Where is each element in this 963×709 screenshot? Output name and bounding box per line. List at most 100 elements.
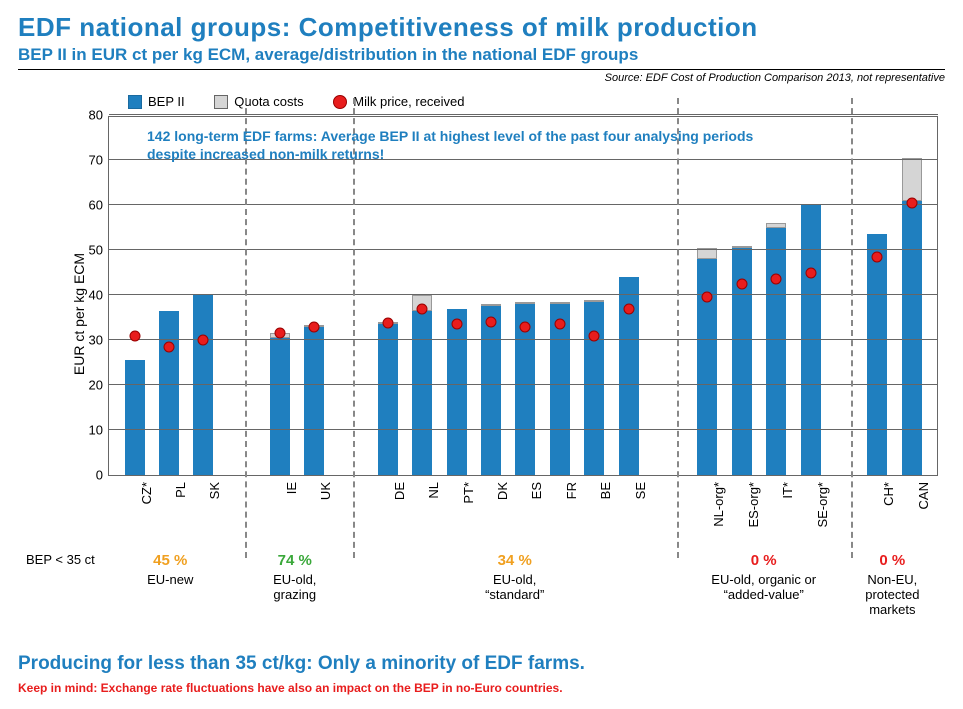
y-tick: 30 (89, 333, 109, 348)
x-labels: CZ* PL SK IE UK DE NL PT* DK ES FR BE SE NL-org* ES-or… (108, 478, 938, 538)
group-pct: 0 % (879, 552, 905, 569)
legend-bep: BEP II (128, 94, 185, 109)
x-tick-label: IT* (780, 482, 795, 499)
x-tick-label: UK (318, 482, 333, 500)
grid-line (109, 114, 938, 115)
milk-price-dot (274, 328, 285, 339)
group-separator (677, 98, 679, 558)
bottom-title: Producing for less than 35 ct/kg: Only a… (18, 653, 585, 675)
bep-bar (125, 360, 145, 475)
source-citation: Source: EDF Cost of Production Compariso… (18, 69, 945, 84)
group-name: EU-old,grazing (273, 572, 316, 602)
page-subtitle: BEP II in EUR ct per kg ECM, average/dis… (18, 45, 945, 65)
bar (515, 115, 535, 475)
bar (125, 115, 145, 475)
group-separator (353, 98, 355, 558)
x-tick-label: SK (207, 482, 222, 499)
bar (619, 115, 639, 475)
group-pct: 45 % (153, 552, 187, 569)
bep-bar (584, 302, 604, 475)
milk-price-dot (736, 278, 747, 289)
x-tick-label: ES-org* (746, 482, 761, 528)
y-tick: 40 (89, 288, 109, 303)
bottom-note: Keep in mind: Exchange rate fluctuations… (18, 681, 563, 695)
x-tick-label: DK (495, 482, 510, 500)
milk-price-dot (520, 321, 531, 332)
bep-bar (447, 309, 467, 476)
milk-price-dot (163, 341, 174, 352)
bar (270, 115, 290, 475)
x-tick-label: PT* (461, 482, 476, 504)
y-tick: 60 (89, 198, 109, 213)
milk-swatch (333, 95, 347, 109)
bep-bar (902, 201, 922, 476)
grid-line (109, 294, 938, 295)
quota-bar (515, 302, 535, 304)
bep-bar (270, 338, 290, 475)
quota-bar (481, 304, 501, 306)
milk-price-dot (451, 319, 462, 330)
x-tick-label: IE (284, 482, 299, 494)
x-tick-label: CH* (881, 482, 896, 506)
x-tick-label: ES (529, 482, 544, 499)
y-tick: 70 (89, 153, 109, 168)
x-tick-label: CAN (916, 482, 931, 509)
bep-bar (159, 311, 179, 475)
x-tick-label: DE (392, 482, 407, 500)
legend-quota: Quota costs (214, 94, 303, 109)
group-pct: 34 % (498, 552, 532, 569)
x-tick-label: PL (173, 482, 188, 498)
x-tick-label: BE (598, 482, 613, 499)
y-axis-label: EUR ct per kg ECM (71, 253, 87, 375)
milk-price-dot (589, 330, 600, 341)
x-tick-label: NL-org* (711, 482, 726, 527)
x-tick-label: FR (564, 482, 579, 499)
group-separator (245, 98, 247, 558)
bar (801, 115, 821, 475)
bep-bar (412, 311, 432, 475)
legend: BEP II Quota costs Milk price, received (128, 94, 491, 112)
bep-row-label: BEP < 35 ct (26, 552, 95, 567)
grid-line (109, 429, 938, 430)
quota-swatch (214, 95, 228, 109)
bep-bar (867, 234, 887, 475)
bep-bar (193, 295, 213, 475)
bar (159, 115, 179, 475)
chart-container: BEP II Quota costs Milk price, received … (18, 94, 945, 534)
grid-line (109, 249, 938, 250)
milk-price-dot (872, 251, 883, 262)
quota-bar (902, 158, 922, 201)
x-tick-label: SE (633, 482, 648, 499)
group-name: EU-old, organic or“added-value” (711, 572, 816, 602)
milk-price-dot (805, 267, 816, 278)
grid-line (109, 384, 938, 385)
chart-note: 142 long-term EDF farms: Average BEP II … (147, 128, 787, 163)
x-tick-label: CZ* (139, 482, 154, 504)
bar (193, 115, 213, 475)
bar (867, 115, 887, 475)
bep-bar (801, 205, 821, 475)
quota-bar (550, 302, 570, 304)
page-title: EDF national groups: Competitiveness of … (18, 12, 945, 43)
bep-bar (481, 306, 501, 475)
group-name: EU-old,“standard” (485, 572, 544, 602)
y-tick: 10 (89, 423, 109, 438)
x-tick-label: NL (426, 482, 441, 499)
milk-price-dot (486, 317, 497, 328)
y-tick: 0 (96, 468, 109, 483)
milk-price-dot (906, 197, 917, 208)
milk-price-dot (554, 319, 565, 330)
bep-bar (378, 324, 398, 475)
bep-swatch (128, 95, 142, 109)
quota-bar (766, 223, 786, 228)
bar (902, 115, 922, 475)
bar (378, 115, 398, 475)
group-pct: 0 % (751, 552, 777, 569)
group-pct: 74 % (278, 552, 312, 569)
quota-bar (584, 300, 604, 302)
milk-price-dot (417, 304, 428, 315)
bars-layer (109, 116, 938, 475)
milk-price-dot (382, 317, 393, 328)
grid-line (109, 339, 938, 340)
milk-price-dot (623, 303, 634, 314)
